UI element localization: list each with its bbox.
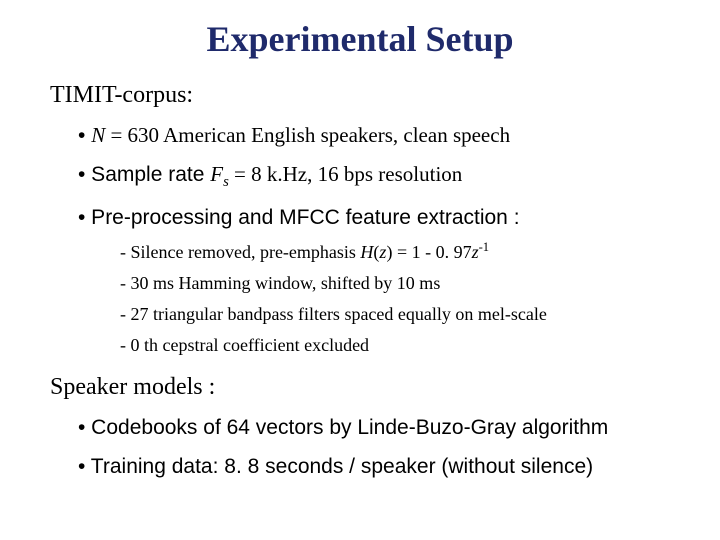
bullet-samplerate: • Sample rate Fs = 8 k.Hz, 16 bps resolu… [78,162,670,191]
text: = 1 - 0. 97 [392,242,471,262]
sub-cepstral: - 0 th cepstral coefficient excluded [120,335,670,356]
bullet-speakers: • N = 630 American English speakers, cle… [78,123,670,148]
sub-hamming: - 30 ms Hamming window, shifted by 10 ms [120,273,670,294]
text: • Sample rate [78,163,210,186]
bullet-preprocessing: • Pre-processing and MFCC feature extrac… [78,205,670,230]
sub-filters: - 27 triangular bandpass filters spaced … [120,304,670,325]
text: • Pre-processing and MFCC feature extrac… [78,206,520,229]
section-timit: TIMIT-corpus: [50,82,670,109]
exp-neg1: -1 [479,240,490,254]
var-h: H [360,242,373,262]
var-z2: z [472,242,479,262]
var-n: N [91,123,105,147]
text: - Silence removed, pre-emphasis [120,242,360,262]
text: = 630 American English speakers, clean s… [105,123,510,147]
section-speaker-models: Speaker models : [50,374,670,401]
slide-title: Experimental Setup [50,18,670,60]
bullet-training: • Training data: 8. 8 seconds / speaker … [78,454,670,479]
text: • Codebooks of 64 vectors by Linde-Buzo-… [78,416,608,439]
bullet-char: • [78,124,91,147]
bullet-codebooks: • Codebooks of 64 vectors by Linde-Buzo-… [78,415,670,440]
sub-silence: - Silence removed, pre-emphasis H(z) = 1… [120,240,670,263]
text: = 8 k.Hz, 16 bps resolution [229,162,463,186]
var-fs: F [210,162,223,186]
text: • Training data: 8. 8 seconds / speaker … [78,455,593,478]
